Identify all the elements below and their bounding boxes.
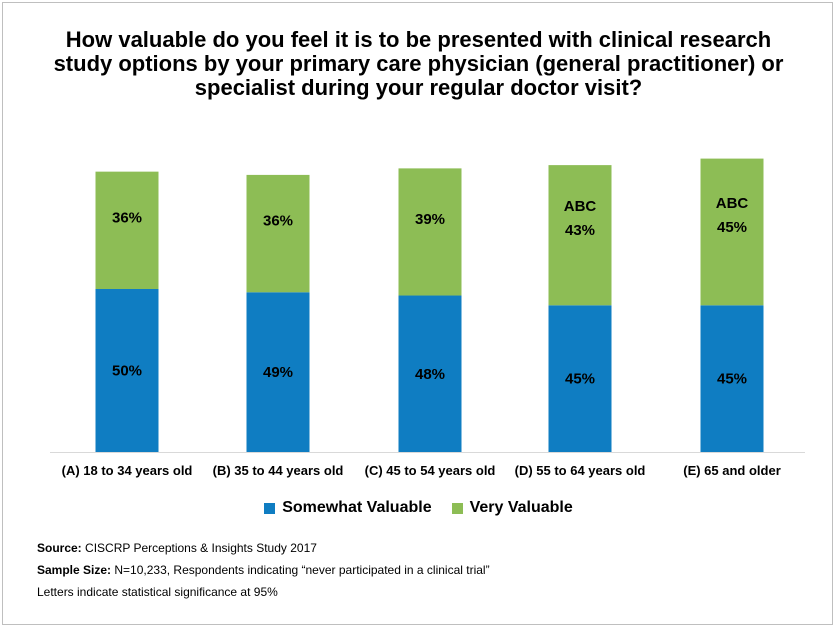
data-label-very-valuable-1: 36% bbox=[112, 209, 142, 226]
bar-somewhat-valuable-1 bbox=[95, 289, 159, 452]
x-tick-label-2: (B) 35 to 44 years old bbox=[213, 463, 344, 478]
chart-title: How valuable do you feel it is to be pre… bbox=[53, 27, 784, 100]
legend-label-somewhat-valuable: Somewhat Valuable bbox=[282, 499, 432, 516]
x-tick-label-1: (A) 18 to 34 years old bbox=[62, 463, 193, 478]
bar-somewhat-valuable-2 bbox=[246, 292, 310, 452]
data-label-somewhat-valuable-1: 50% bbox=[112, 363, 142, 380]
chart-notes: Source: CISCRP Perceptions & Insights St… bbox=[37, 537, 490, 603]
bar-somewhat-valuable-4 bbox=[548, 305, 612, 452]
data-label-very-valuable-5: 45% bbox=[717, 219, 747, 236]
data-label-somewhat-valuable-2: 49% bbox=[263, 364, 293, 381]
data-label-somewhat-valuable-5: 45% bbox=[717, 371, 747, 388]
sample-size-text: N=10,233, Respondents indicating “never … bbox=[111, 563, 490, 577]
bar-very-valuable-2 bbox=[246, 174, 310, 293]
legend-item-somewhat-valuable: Somewhat Valuable bbox=[264, 499, 432, 517]
bar-somewhat-valuable-5 bbox=[700, 305, 764, 452]
sample-size-label: Sample Size: bbox=[37, 563, 112, 577]
bar-very-valuable-4 bbox=[548, 165, 612, 306]
bar-somewhat-valuable-3 bbox=[398, 295, 462, 452]
data-label-very-valuable-4: 43% bbox=[565, 222, 595, 239]
significance-label-4: ABC bbox=[564, 198, 597, 215]
data-label-very-valuable-2: 36% bbox=[263, 213, 293, 230]
legend-label-very-valuable: Very Valuable bbox=[469, 499, 573, 516]
sample-size-note: Sample Size: N=10,233, Respondents indic… bbox=[37, 559, 490, 581]
legend-swatch-somewhat-valuable bbox=[264, 502, 276, 514]
x-tick-label-3: (C) 45 to 54 years old bbox=[365, 463, 496, 478]
legend-item-very-valuable: Very Valuable bbox=[451, 499, 573, 517]
source-label: Source: bbox=[37, 541, 82, 555]
significance-label-5: ABC bbox=[716, 195, 749, 212]
data-label-very-valuable-3: 39% bbox=[415, 211, 445, 228]
data-label-somewhat-valuable-3: 48% bbox=[415, 366, 445, 383]
significance-note: Letters indicate statistical significanc… bbox=[37, 585, 278, 599]
legend-swatch-very-valuable bbox=[451, 502, 463, 514]
bar-very-valuable-1 bbox=[95, 171, 159, 289]
data-label-somewhat-valuable-4: 45% bbox=[565, 371, 595, 388]
source-note: Source: CISCRP Perceptions & Insights St… bbox=[37, 537, 490, 559]
bar-very-valuable-5 bbox=[700, 158, 764, 306]
source-text: CISCRP Perceptions & Insights Study 2017 bbox=[81, 541, 317, 555]
legend: Somewhat Valuable Very Valuable bbox=[0, 499, 837, 517]
bar-very-valuable-3 bbox=[398, 168, 462, 296]
x-tick-label-4: (D) 55 to 64 years old bbox=[515, 463, 646, 478]
x-tick-label-5: (E) 65 and older bbox=[683, 463, 781, 478]
